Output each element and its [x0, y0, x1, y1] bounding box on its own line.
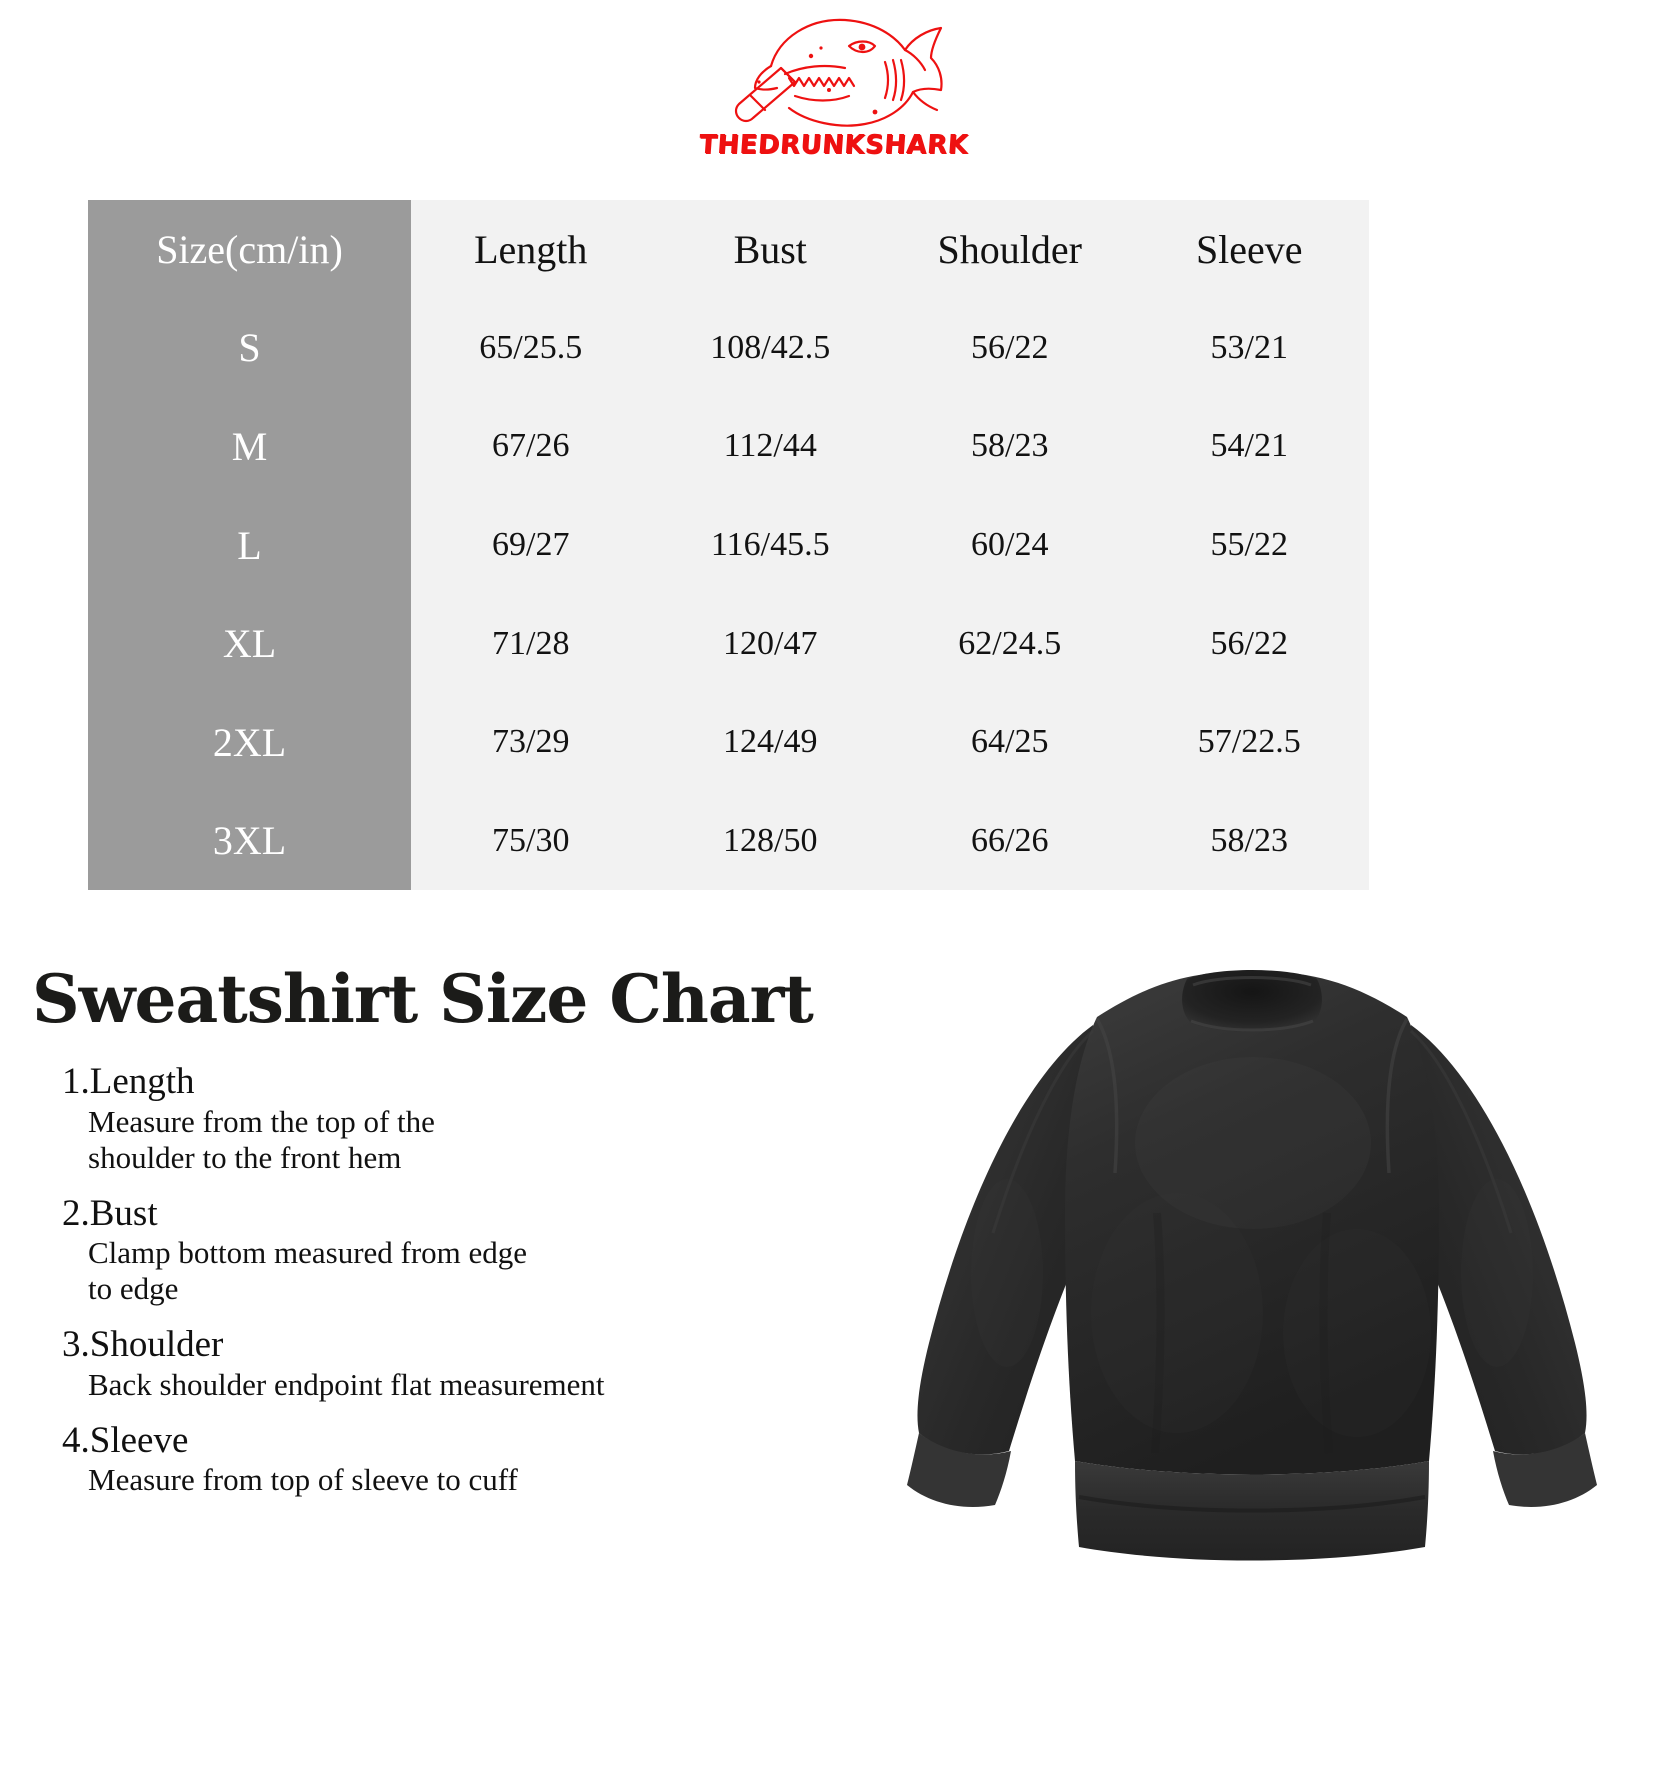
cell-length: 71/28	[492, 624, 570, 662]
step-description: Clamp bottom measured from edge to edge	[88, 1235, 528, 1307]
cell-bust: 120/47	[723, 624, 818, 662]
cell-length: 69/27	[492, 526, 570, 564]
brand-logo-area: THEDRUNKSHARK	[0, 0, 1657, 178]
step-description: Measure from top of sleeve to cuff	[88, 1462, 518, 1498]
table-row: 71/28 120/47 62/24.5 56/22	[411, 594, 1369, 693]
cell-shoulder: 58/23	[971, 427, 1049, 465]
step-description: Measure from the top of the shoulder to …	[88, 1103, 435, 1175]
step-label: 4.Sleeve	[62, 1419, 189, 1461]
column-header-sleeve: Sleeve	[1195, 226, 1303, 272]
size-label-s: S	[238, 325, 261, 371]
column-header-bust: Bust	[733, 226, 807, 272]
cell-sleeve: 57/22.5	[1197, 723, 1301, 761]
table-row: 65/25.5 108/42.5 56/22 53/21	[411, 299, 1369, 398]
size-label-3xl: 3XL	[212, 818, 287, 864]
measurement-columns: Length Bust Shoulder Sleeve 65/25.5 108/…	[411, 200, 1369, 890]
cell-length: 75/30	[492, 821, 570, 859]
cell-sleeve: 58/23	[1210, 821, 1288, 859]
cell-shoulder: 66/26	[971, 821, 1049, 859]
cell-shoulder: 64/25	[971, 723, 1049, 761]
list-item: 2.Bust Clamp bottom measured from edge t…	[62, 1192, 722, 1308]
cell-length: 73/29	[492, 723, 570, 761]
size-label-l: L	[237, 522, 262, 568]
step-label: 3.Shoulder	[62, 1324, 224, 1366]
cell-bust: 112/44	[723, 427, 817, 465]
step-description: Back shoulder endpoint flat measurement	[88, 1366, 605, 1402]
table-row: 73/29 124/49 64/25 57/22.5	[411, 693, 1369, 792]
table-header-row: Length Bust Shoulder Sleeve	[411, 200, 1369, 299]
table-row: 67/26 112/44 58/23 54/21	[411, 397, 1369, 496]
size-label-m: M	[231, 423, 268, 469]
step-label: 1.Length	[62, 1061, 195, 1102]
size-column: Size(cm/in) S M L XL 2XL 3XL	[88, 200, 411, 890]
cell-sleeve: 53/21	[1210, 328, 1288, 366]
column-header-size: Size(cm/in)	[156, 226, 343, 272]
logo-wrap: THEDRUNKSHARK	[697, 4, 969, 174]
cell-shoulder: 62/24.5	[958, 624, 1062, 662]
cell-sleeve: 55/22	[1210, 526, 1288, 564]
cell-bust: 116/45.5	[710, 526, 830, 564]
cell-shoulder: 60/24	[971, 526, 1049, 564]
cell-sleeve: 56/22	[1210, 624, 1288, 662]
cell-length: 65/25.5	[479, 328, 583, 366]
column-header-length: Length	[474, 226, 588, 272]
list-item: 4.Sleeve Measure from top of sleeve to c…	[62, 1419, 722, 1499]
measurement-steps: 1.Length Measure from the top of the sho…	[62, 1060, 722, 1514]
page-title: Sweatshirt Size Chart	[32, 960, 814, 1038]
measurement-guide-section: Sweatshirt Size Chart 1.Length Measure f…	[0, 905, 1657, 1785]
brand-wordmark: THEDRUNKSHARK	[697, 130, 969, 160]
cell-bust: 124/49	[723, 723, 818, 761]
cell-bust: 108/42.5	[710, 328, 831, 366]
column-header-shoulder: Shoulder	[937, 226, 1082, 272]
size-label-xl: XL	[222, 621, 277, 667]
list-item: 3.Shoulder Back shoulder endpoint flat m…	[62, 1323, 722, 1403]
size-label-2xl: 2XL	[212, 719, 287, 765]
product-photo-sweatshirt	[857, 913, 1647, 1603]
cell-sleeve: 54/21	[1210, 427, 1288, 465]
cell-bust: 128/50	[723, 821, 818, 859]
table-row: 69/27 116/45.5 60/24 55/22	[411, 496, 1369, 595]
cell-shoulder: 56/22	[971, 328, 1049, 366]
table-row: 75/30 128/50 66/26 58/23	[411, 791, 1369, 890]
size-table: Size(cm/in) S M L XL 2XL 3XL Length Bust…	[88, 200, 1369, 890]
shark-with-bottle-icon	[734, 18, 943, 127]
step-label: 2.Bust	[62, 1192, 158, 1234]
list-item: 1.Length Measure from the top of the sho…	[62, 1060, 722, 1176]
black-crewneck-sweatshirt-illustration	[907, 970, 1597, 1561]
cell-length: 67/26	[492, 427, 570, 465]
